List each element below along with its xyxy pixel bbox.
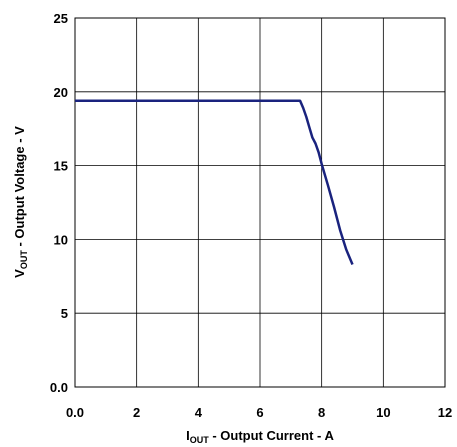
x-tick-label: 0.0 <box>66 405 84 420</box>
y-tick-label: 15 <box>54 159 68 174</box>
x-tick-label: 4 <box>195 405 203 420</box>
y-tick-label: 5 <box>61 306 68 321</box>
x-tick-labels: 0.0 2 4 6 8 10 12 <box>66 405 452 420</box>
x-axis-title: IOUT - Output Current - A <box>186 428 334 445</box>
series-line <box>75 99 354 265</box>
y-tick-label: 0.0 <box>50 380 68 395</box>
x-axis-title-main: I <box>186 428 190 443</box>
plot-frame <box>74 17 446 388</box>
x-tick-label: 12 <box>438 405 452 420</box>
x-tick-label: 10 <box>376 405 390 420</box>
y-axis-title-subscript: OUT <box>19 250 29 270</box>
x-axis-title-subscript: OUT <box>190 435 210 445</box>
y-axis-title-rest: - Output Voltage - V <box>12 126 27 250</box>
y-tick-label: 25 <box>54 11 68 26</box>
y-tick-label: 10 <box>54 232 68 247</box>
y-axis-title: VOUT - Output Voltage - V <box>12 126 29 278</box>
x-tick-label: 2 <box>133 405 140 420</box>
x-axis-title-rest: - Output Current - A <box>209 428 335 443</box>
x-tick-label: 6 <box>256 405 263 420</box>
x-tick-label: 8 <box>318 405 325 420</box>
y-axis-title-main: V <box>12 269 27 278</box>
y-tick-labels: 0.0 5 10 15 20 25 <box>50 11 68 395</box>
y-tick-label: 20 <box>54 85 68 100</box>
